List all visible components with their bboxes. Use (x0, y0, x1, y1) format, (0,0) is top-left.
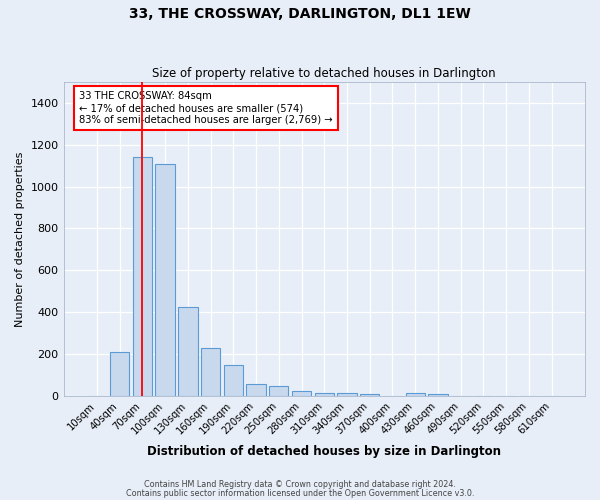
Text: Contains HM Land Registry data © Crown copyright and database right 2024.: Contains HM Land Registry data © Crown c… (144, 480, 456, 489)
Bar (201, 348, 220, 396)
Bar (406, 394, 425, 396)
Bar (360, 394, 379, 396)
Bar (314, 394, 334, 396)
Bar (428, 394, 448, 396)
Bar (133, 158, 152, 396)
Y-axis label: Number of detached properties: Number of detached properties (15, 151, 25, 326)
Bar (224, 366, 243, 396)
Bar (292, 391, 311, 396)
Bar (337, 393, 356, 396)
Text: 33 THE CROSSWAY: 84sqm
← 17% of detached houses are smaller (574)
83% of semi-de: 33 THE CROSSWAY: 84sqm ← 17% of detached… (79, 92, 333, 124)
Text: Contains public sector information licensed under the Open Government Licence v3: Contains public sector information licen… (126, 489, 474, 498)
Title: Size of property relative to detached houses in Darlington: Size of property relative to detached ho… (152, 66, 496, 80)
Bar (155, 164, 175, 396)
Bar (178, 307, 197, 396)
Bar (110, 352, 130, 396)
Bar (269, 386, 289, 396)
X-axis label: Distribution of detached houses by size in Darlington: Distribution of detached houses by size … (147, 444, 501, 458)
Bar (247, 384, 266, 396)
Text: 33, THE CROSSWAY, DARLINGTON, DL1 1EW: 33, THE CROSSWAY, DARLINGTON, DL1 1EW (129, 8, 471, 22)
